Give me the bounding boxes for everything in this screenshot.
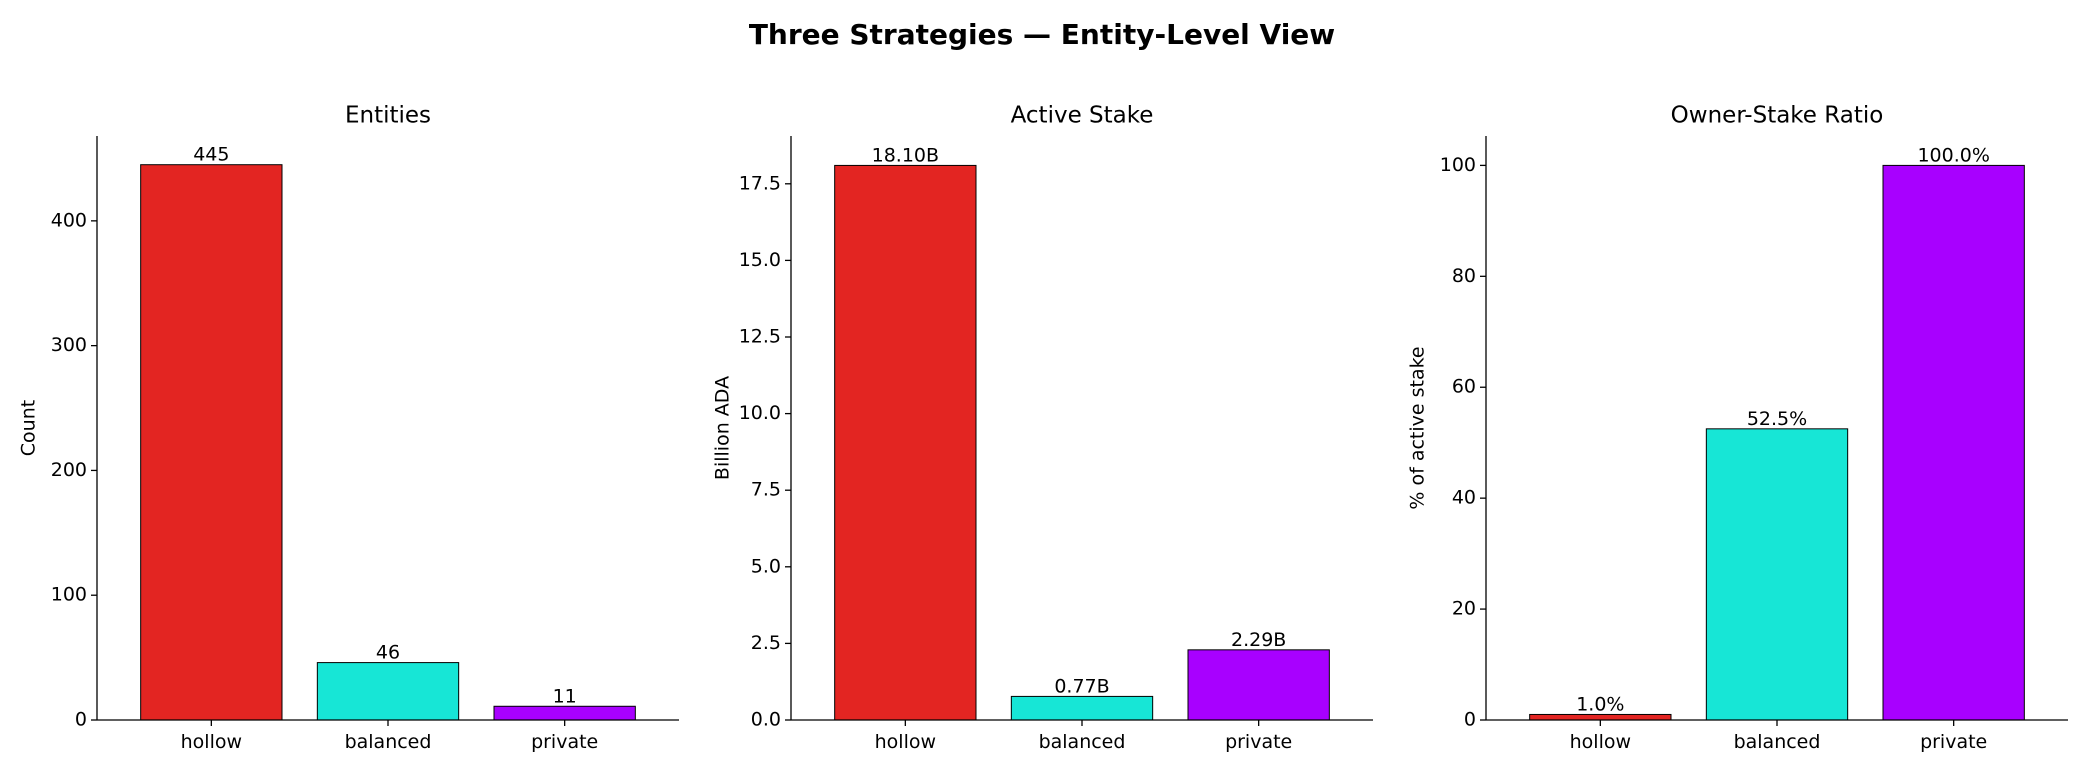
x-tick-label: private xyxy=(1225,731,1292,753)
x-tick-label: balanced xyxy=(345,731,432,753)
y-axis-label: Billion ADA xyxy=(712,376,734,480)
y-tick-label: 7.5 xyxy=(751,479,781,501)
x-tick-label: hollow xyxy=(1570,731,1631,753)
figure-title: Three Strategies — Entity-Level View xyxy=(749,18,1335,51)
x-tick-label: hollow xyxy=(181,731,242,753)
x-tick-label: balanced xyxy=(1734,731,1821,753)
y-tick-label: 10.0 xyxy=(739,402,781,424)
y-tick-label: 400 xyxy=(51,209,87,231)
bar xyxy=(140,164,283,721)
y-tick-label: 100 xyxy=(51,584,87,606)
chart-title: Entities xyxy=(345,103,431,129)
value-label: 18.10B xyxy=(872,144,939,166)
value-label: 1.0% xyxy=(1576,693,1624,715)
chart-title: Active Stake xyxy=(1011,103,1154,129)
bar xyxy=(1187,649,1330,721)
x-tick-label: private xyxy=(531,731,598,753)
y-tick-label: 60 xyxy=(1452,376,1476,398)
bar xyxy=(1705,428,1849,721)
bar xyxy=(1010,695,1154,721)
value-label: 11 xyxy=(553,685,577,707)
y-axis-label: % of active stake xyxy=(1407,346,1429,509)
y-tick-label: 0.0 xyxy=(751,709,781,731)
y-tick-label: 20 xyxy=(1452,598,1476,620)
bar xyxy=(316,662,460,721)
y-tick-label: 300 xyxy=(51,334,87,356)
y-tick-label: 200 xyxy=(51,459,87,481)
x-tick-label: hollow xyxy=(875,731,936,753)
x-tick-label: balanced xyxy=(1039,731,1126,753)
y-tick-label: 100 xyxy=(1440,154,1476,176)
x-tick-label: private xyxy=(1920,731,1987,753)
y-tick-label: 15.0 xyxy=(739,249,781,271)
y-tick-label: 0 xyxy=(1464,709,1476,731)
y-tick-label: 40 xyxy=(1452,487,1476,509)
value-label: 0.77B xyxy=(1054,675,1109,697)
bar xyxy=(493,705,636,721)
y-tick-label: 2.5 xyxy=(751,632,781,654)
y-tick-label: 5.0 xyxy=(751,555,781,577)
value-label: 46 xyxy=(376,642,400,664)
chart-title: Owner-Stake Ratio xyxy=(1671,103,1884,129)
bar xyxy=(834,164,977,721)
y-axis-label: Count xyxy=(18,400,40,456)
value-label: 100.0% xyxy=(1917,144,1989,166)
value-label: 52.5% xyxy=(1747,408,1807,430)
value-label: 2.29B xyxy=(1231,629,1286,651)
y-tick-label: 0 xyxy=(75,709,87,731)
bar xyxy=(1882,164,2025,721)
value-label: 445 xyxy=(193,144,229,166)
y-tick-label: 17.5 xyxy=(739,172,781,194)
y-tick-label: 80 xyxy=(1452,265,1476,287)
y-tick-label: 12.5 xyxy=(739,325,781,347)
